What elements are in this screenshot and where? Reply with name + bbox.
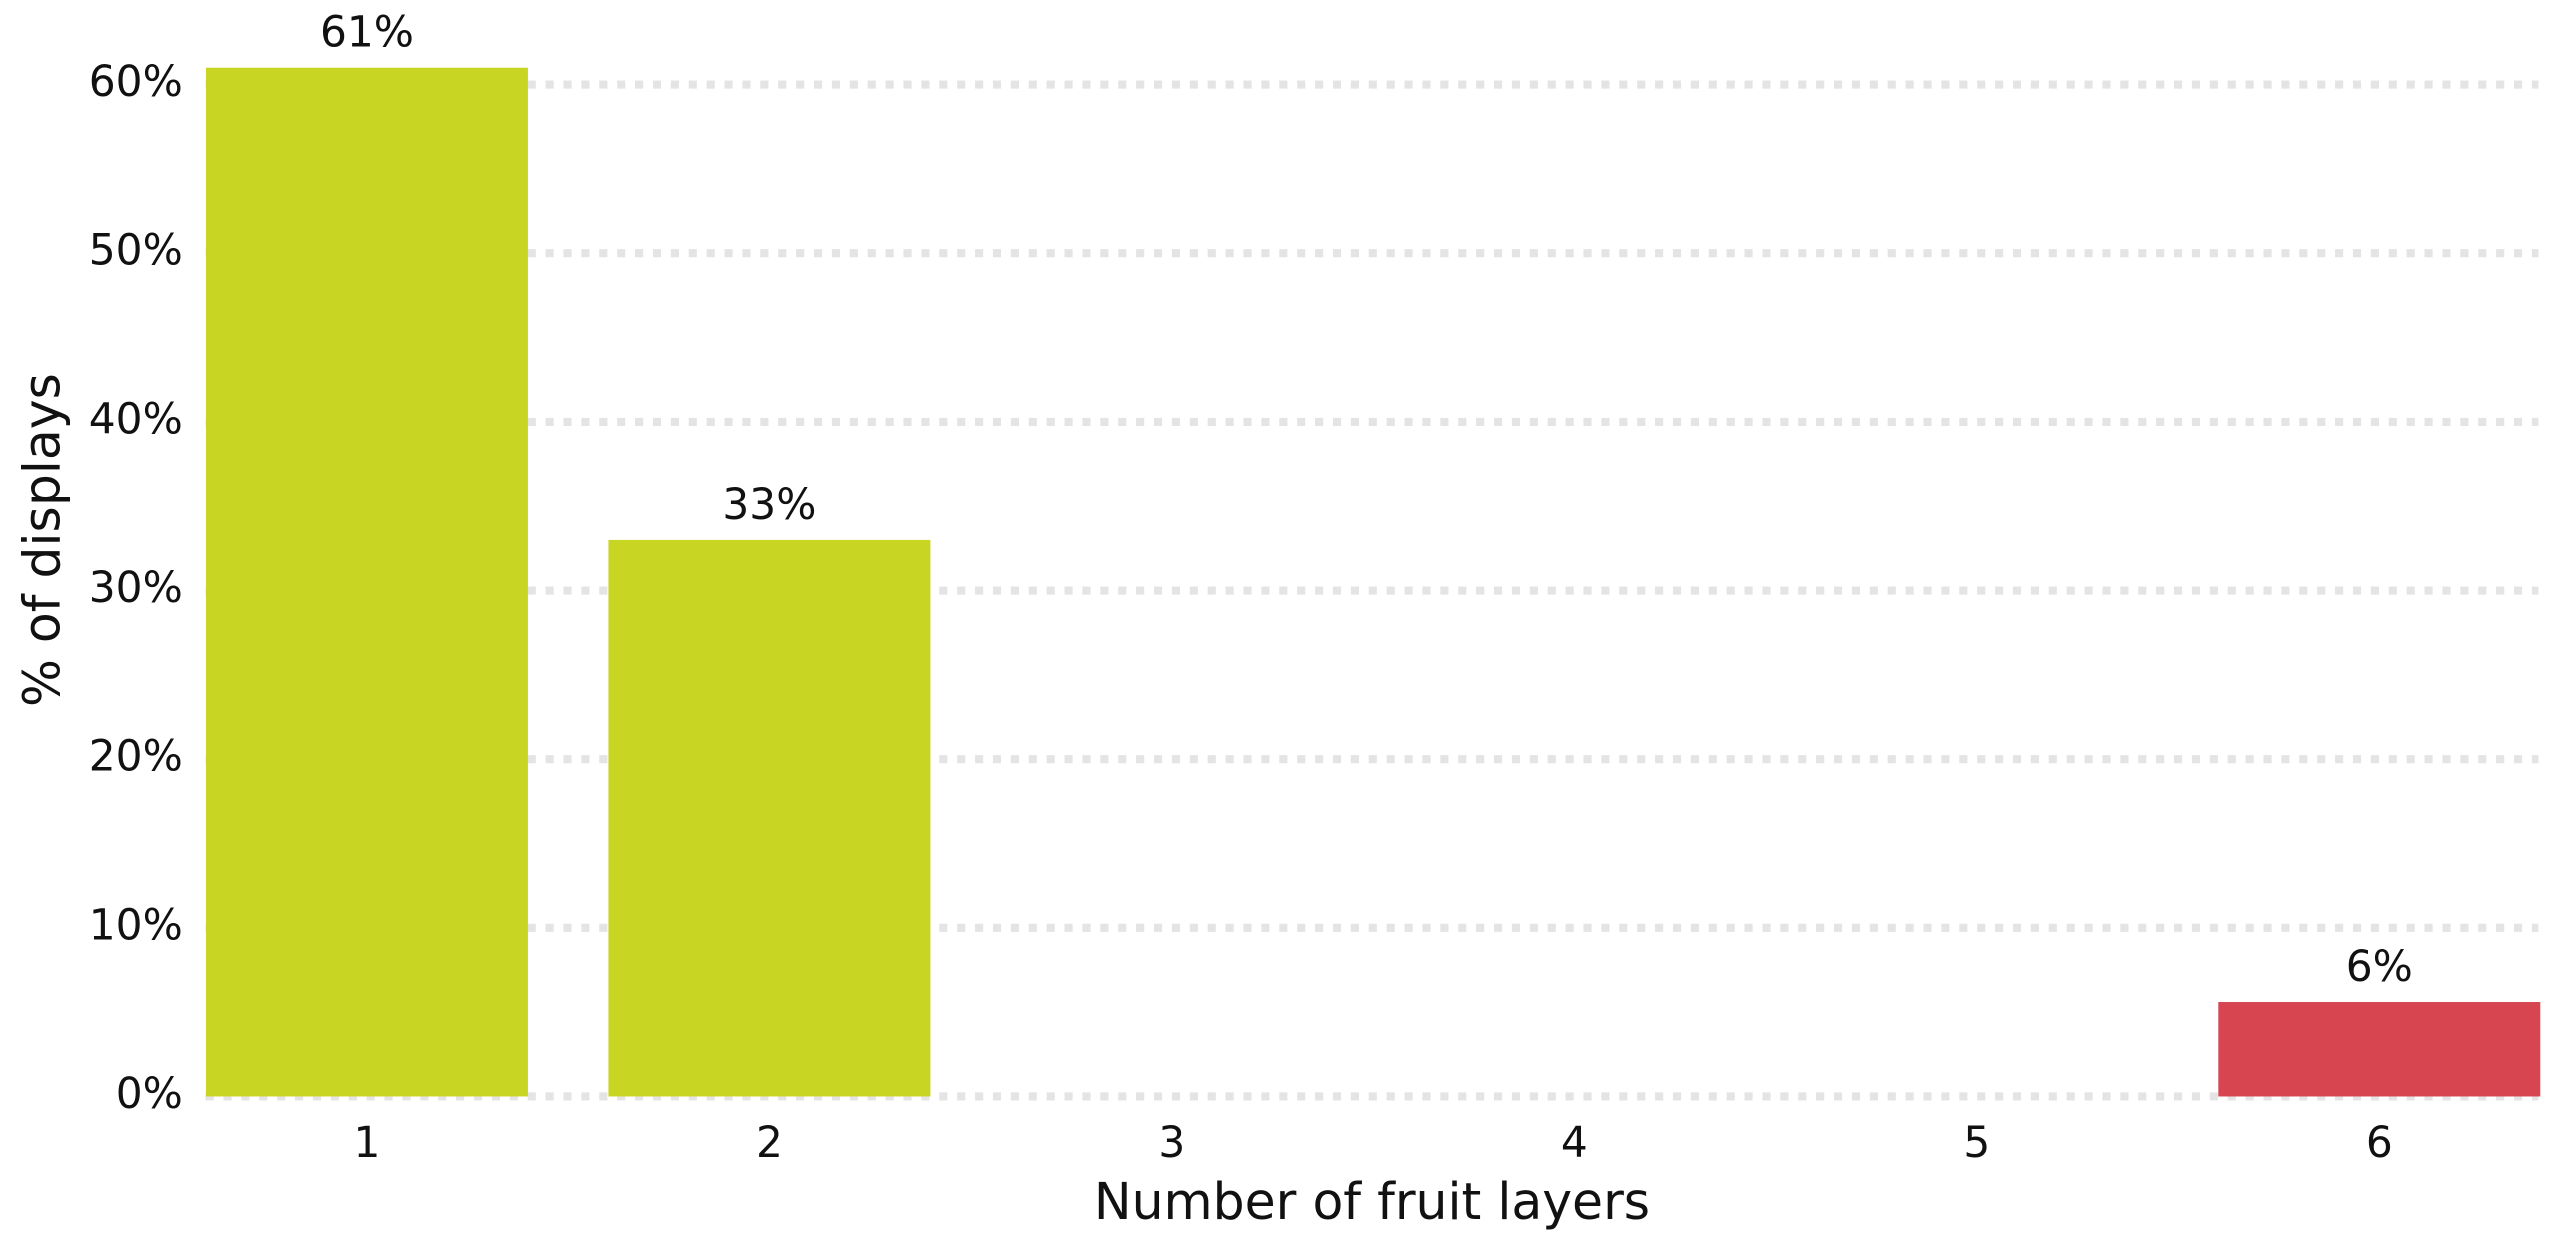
y-tick-label: 60% bbox=[89, 57, 183, 106]
x-tick-label: 6 bbox=[2366, 1118, 2393, 1167]
y-tick-label: 30% bbox=[89, 563, 183, 612]
y-tick-label: 40% bbox=[89, 394, 183, 443]
y-tick-label: 0% bbox=[116, 1069, 183, 1118]
x-tick-label: 4 bbox=[1561, 1118, 1588, 1167]
bar bbox=[608, 539, 931, 1097]
value-label: 61% bbox=[320, 8, 414, 57]
x-tick-label: 1 bbox=[353, 1118, 380, 1167]
x-tick-label: 2 bbox=[756, 1118, 783, 1167]
value-label: 33% bbox=[722, 480, 816, 529]
x-tick-label: 5 bbox=[1963, 1118, 1990, 1167]
value-label: 6% bbox=[2346, 942, 2413, 991]
x-tick-label: 3 bbox=[1158, 1118, 1185, 1167]
y-tick-label: 10% bbox=[89, 900, 183, 949]
bar bbox=[2218, 1002, 2541, 1097]
y-tick-label: 50% bbox=[89, 226, 183, 275]
bar bbox=[205, 67, 528, 1097]
x-axis-label: Number of fruit layers bbox=[1094, 1172, 1650, 1231]
y-tick-label: 20% bbox=[89, 732, 183, 781]
y-axis-label: % of displays bbox=[13, 373, 72, 707]
